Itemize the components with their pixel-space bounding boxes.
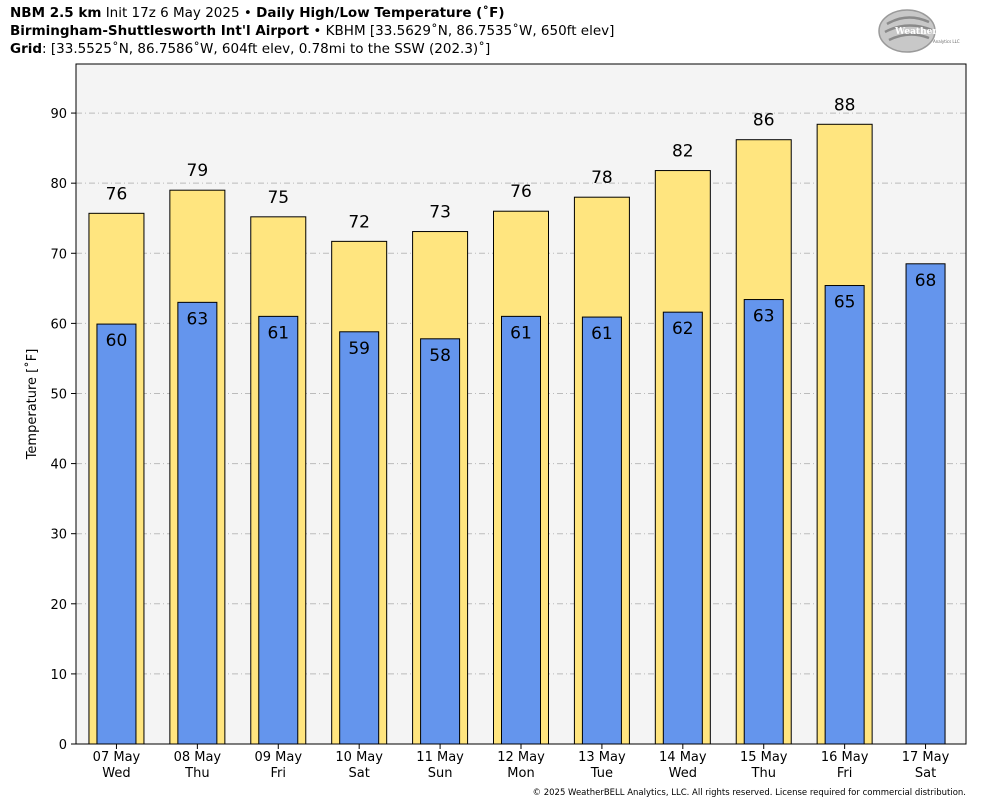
y-tick-label: 80	[50, 177, 67, 192]
low-value-label: 60	[106, 331, 128, 351]
y-tick-label: 20	[50, 598, 67, 613]
y-tick-label: 70	[50, 247, 67, 262]
y-tick-label: 0	[59, 738, 67, 753]
high-value-label: 76	[510, 182, 532, 202]
low-value-label: 65	[834, 293, 856, 313]
low-bar	[339, 331, 380, 745]
y-tick-label: 30	[50, 528, 67, 543]
weatherbell-logo: WeatherBELL Analytics LLC	[878, 9, 965, 53]
low-value-label: 68	[915, 271, 937, 291]
high-value-label: 72	[348, 212, 370, 232]
x-tick-label-date: 07 May	[93, 750, 141, 765]
grid-details: : [33.5525˚N, 86.7586˚W, 604ft elev, 0.7…	[42, 41, 491, 57]
low-value-label: 61	[510, 323, 532, 343]
x-tick-label-day: Fri	[271, 766, 287, 781]
title-line-1: NBM 2.5 km Init 17z 6 May 2025 • Daily H…	[10, 5, 505, 22]
low-bar	[258, 315, 299, 745]
product-name: Daily High/Low Temperature (˚F)	[256, 5, 505, 21]
low-bar	[96, 323, 137, 745]
x-tick-label-date: 08 May	[174, 750, 222, 765]
low-bar	[177, 301, 218, 745]
x-tick-label-date: 09 May	[254, 750, 302, 765]
x-tick-label-day: Thu	[751, 766, 776, 781]
y-tick-label: 40	[50, 458, 67, 473]
init-time: Init 17z 6 May 2025	[105, 5, 240, 21]
station-details: KBHM [33.5629˚N, 86.7535˚W, 650ft elev]	[325, 23, 615, 39]
y-tick-label: 10	[50, 668, 67, 683]
model-name: NBM 2.5 km	[10, 5, 102, 21]
low-value-label: 59	[348, 339, 370, 359]
y-axis-label: Temperature [˚F]	[24, 349, 40, 461]
x-tick-label-date: 10 May	[335, 750, 383, 765]
high-value-label: 79	[187, 161, 209, 181]
low-value-label: 62	[672, 319, 694, 339]
high-value-label: 82	[672, 142, 694, 162]
low-value-label: 61	[591, 324, 613, 344]
low-bar	[501, 315, 541, 745]
low-value-label: 63	[753, 307, 775, 327]
x-tick-label-day: Sat	[349, 766, 370, 781]
low-bar	[662, 311, 703, 745]
x-tick-label-date: 11 May	[416, 750, 464, 765]
x-tick-label-date: 14 May	[659, 750, 707, 765]
low-value-label: 61	[267, 323, 289, 343]
separator: •	[313, 23, 322, 39]
x-tick-label-day: Tue	[590, 766, 613, 781]
x-tick-label-day: Fri	[837, 766, 853, 781]
copyright-notice: © 2025 WeatherBELL Analytics, LLC. All r…	[532, 788, 966, 798]
x-tick-label-date: 12 May	[497, 750, 545, 765]
logo-subtext: Analytics LLC	[933, 39, 960, 44]
high-value-label: 78	[591, 168, 613, 188]
y-tick-label: 50	[50, 387, 67, 402]
x-tick-label-date: 16 May	[821, 750, 869, 765]
title-line-2: Birmingham-Shuttlesworth Int'l Airport •…	[10, 23, 614, 40]
x-tick-label-date: 15 May	[740, 750, 788, 765]
low-value-label: 58	[429, 346, 451, 366]
logo-text: WeatherBELL	[894, 27, 965, 37]
high-value-label: 88	[834, 95, 856, 115]
x-tick-label-date: 13 May	[578, 750, 626, 765]
x-tick-label-date: 17 May	[902, 750, 950, 765]
x-tick-label-day: Sat	[915, 766, 936, 781]
y-tick-label: 60	[50, 317, 67, 332]
x-tick-label-day: Wed	[102, 766, 130, 781]
low-bar	[420, 338, 461, 745]
high-value-label: 75	[267, 188, 289, 208]
x-tick-label-day: Wed	[669, 766, 697, 781]
high-value-label: 73	[429, 203, 451, 223]
plot-frame	[75, 63, 967, 745]
x-tick-label-day: Thu	[184, 766, 209, 781]
station-name: Birmingham-Shuttlesworth Int'l Airport	[10, 23, 310, 39]
grid-label: Grid	[10, 41, 43, 57]
y-tick-label: 90	[50, 107, 67, 122]
low-bar	[581, 316, 622, 745]
separator: •	[243, 5, 252, 21]
title-line-3: Grid: [33.5525˚N, 86.7586˚W, 604ft elev,…	[10, 41, 490, 58]
low-bar	[824, 285, 865, 745]
low-bar	[743, 299, 784, 745]
low-bar	[905, 263, 946, 745]
x-tick-label-day: Mon	[507, 766, 534, 781]
x-tick-label-day: Sun	[428, 766, 453, 781]
low-value-label: 63	[187, 309, 209, 329]
high-value-label: 76	[106, 184, 128, 204]
high-value-label: 86	[753, 111, 775, 131]
